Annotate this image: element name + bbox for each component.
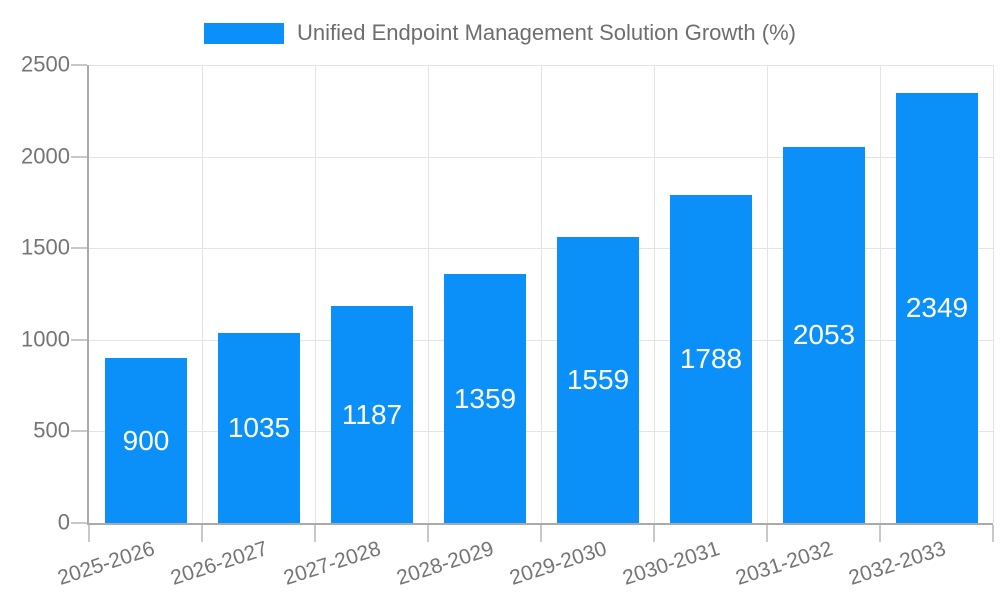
y-tick-mark bbox=[71, 339, 87, 341]
y-axis-line bbox=[87, 65, 89, 525]
y-tick-label: 1500 bbox=[21, 234, 70, 260]
vertical-gridline bbox=[880, 65, 881, 523]
bar-value-label: 1359 bbox=[453, 382, 517, 414]
y-tick-label: 2500 bbox=[21, 51, 70, 77]
bar[interactable]: 1788 bbox=[670, 195, 752, 523]
x-tick-mark bbox=[540, 525, 542, 542]
y-tick-mark bbox=[71, 247, 87, 249]
vertical-gridline bbox=[202, 65, 203, 523]
vertical-gridline bbox=[428, 65, 429, 523]
x-tick-mark bbox=[201, 525, 203, 542]
bar-value-label: 2053 bbox=[792, 319, 856, 350]
y-tick-mark bbox=[71, 64, 87, 66]
x-tick-mark bbox=[314, 525, 316, 542]
legend-swatch bbox=[204, 22, 285, 44]
bar-value-label: 1035 bbox=[227, 412, 291, 443]
y-tick-label: 1000 bbox=[21, 326, 70, 352]
y-tick-label: 2000 bbox=[21, 143, 70, 169]
bar[interactable]: 2053 bbox=[783, 147, 865, 523]
y-tick-mark bbox=[71, 156, 87, 158]
bar[interactable]: 1359 bbox=[444, 274, 526, 523]
vertical-gridline bbox=[315, 65, 316, 523]
x-axis-label: 2025-2026 bbox=[54, 537, 158, 590]
x-tick-mark bbox=[992, 525, 994, 542]
x-tick-mark bbox=[653, 525, 655, 542]
y-tick-label: 500 bbox=[33, 417, 70, 443]
y-tick-mark bbox=[71, 522, 87, 524]
bar-value-label: 900 bbox=[122, 424, 170, 456]
x-tick-mark bbox=[88, 525, 90, 542]
bar[interactable]: 1187 bbox=[331, 306, 413, 523]
x-axis-line bbox=[87, 523, 993, 525]
bar[interactable]: 2349 bbox=[896, 93, 978, 523]
bar-value-label: 1559 bbox=[566, 364, 630, 395]
x-tick-mark bbox=[879, 525, 881, 542]
bar[interactable]: 1035 bbox=[218, 333, 300, 523]
vertical-gridline bbox=[654, 65, 655, 523]
x-tick-mark bbox=[427, 525, 429, 542]
y-tick-label: 0 bbox=[57, 509, 70, 535]
x-axis-label: 2029-2030 bbox=[506, 537, 610, 590]
legend-item[interactable]: Unified Endpoint Management Solution Gro… bbox=[0, 20, 1000, 46]
x-axis-label: 2028-2029 bbox=[393, 537, 497, 590]
x-axis-label: 2030-2031 bbox=[619, 537, 723, 590]
x-axis-label: 2032-2033 bbox=[845, 537, 949, 590]
bar-value-label: 1788 bbox=[679, 343, 743, 374]
vertical-gridline bbox=[767, 65, 768, 523]
y-tick-mark bbox=[71, 430, 87, 432]
x-axis-label: 2027-2028 bbox=[280, 537, 384, 590]
bar[interactable]: 900 bbox=[105, 358, 187, 523]
bar-value-label: 1187 bbox=[341, 398, 403, 430]
bar-value-label: 2349 bbox=[905, 292, 969, 323]
x-axis-label: 2031-2032 bbox=[732, 537, 836, 590]
bar[interactable]: 1559 bbox=[557, 237, 639, 523]
x-tick-mark bbox=[766, 525, 768, 542]
x-axis-label: 2026-2027 bbox=[167, 537, 271, 590]
vertical-gridline bbox=[993, 65, 994, 523]
legend-label: Unified Endpoint Management Solution Gro… bbox=[297, 20, 796, 45]
vertical-gridline bbox=[541, 65, 542, 523]
